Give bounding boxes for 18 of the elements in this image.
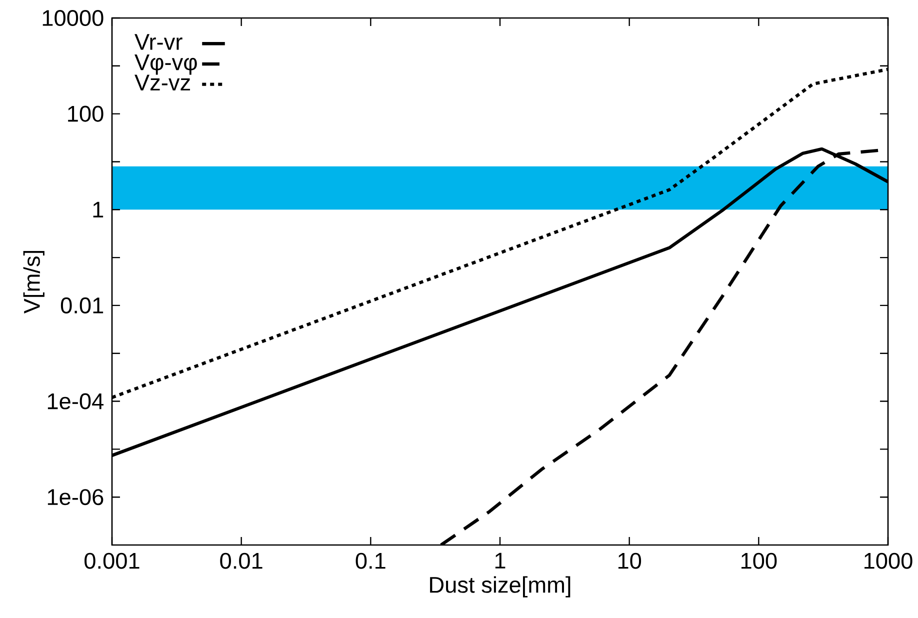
x-tick-label: 100 [741,552,777,569]
x-tick-label: 0.1 [356,552,386,569]
y-tick-label: 1e-04 [48,393,104,410]
y-tick-label: 1 [93,202,104,218]
x-tick-label: 10 [618,552,642,569]
legend-label: Vr-vr [134,34,182,50]
y-tick-label: 1e-06 [48,489,104,506]
y-tick-label: 10000 [42,10,104,26]
x-tick-label: 1 [495,552,506,568]
legend-label: Vφ-vφ [134,54,197,75]
y-tick-label: 0.01 [60,297,104,314]
legend-label: Vz-vz [134,74,190,90]
x-tick-label: 0.001 [84,552,140,569]
x-tick-label: 0.01 [220,552,262,569]
x-tick-label: 1000 [864,552,912,569]
y-axis-title: V[m/s] [23,250,44,314]
x-axis-title: Dust size[mm] [430,576,570,598]
y-tick-label: 100 [68,106,104,122]
